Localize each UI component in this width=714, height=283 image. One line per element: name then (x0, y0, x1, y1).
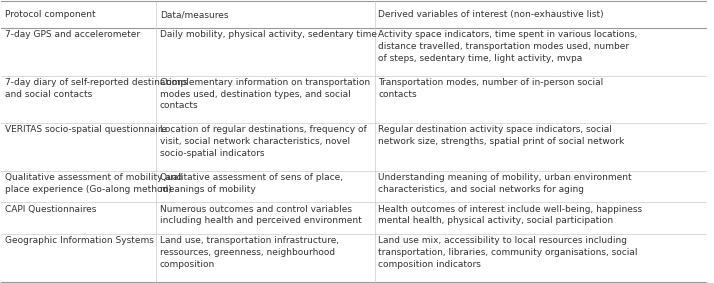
Text: Qualitative assessment of mobility and
place experience (Go-along method): Qualitative assessment of mobility and p… (5, 173, 182, 194)
Text: 7-day GPS and accelerometer: 7-day GPS and accelerometer (5, 30, 140, 39)
Text: Regular destination activity space indicators, social
network size, strengths, s: Regular destination activity space indic… (378, 125, 625, 146)
Text: Land use mix, accessibility to local resources including
transportation, librari: Land use mix, accessibility to local res… (378, 236, 638, 269)
Text: Daily mobility, physical activity, sedentary time: Daily mobility, physical activity, seden… (160, 30, 377, 39)
Text: Qualitative assessment of sens of place,
meanings of mobility: Qualitative assessment of sens of place,… (160, 173, 343, 194)
Text: CAPI Questionnaires: CAPI Questionnaires (5, 205, 96, 214)
Text: Geographic Information Systems: Geographic Information Systems (5, 236, 154, 245)
Text: Protocol component: Protocol component (5, 10, 96, 19)
Text: Activity space indicators, time spent in various locations,
distance travelled, : Activity space indicators, time spent in… (378, 30, 638, 63)
Text: Transportation modes, number of in-person social
contacts: Transportation modes, number of in-perso… (378, 78, 603, 98)
Text: Understanding meaning of mobility, urban environment
characteristics, and social: Understanding meaning of mobility, urban… (378, 173, 632, 194)
Text: VERITAS socio-spatial questionnaire: VERITAS socio-spatial questionnaire (5, 125, 167, 134)
Text: Complementary information on transportation
modes used, destination types, and s: Complementary information on transportat… (160, 78, 370, 110)
Text: 7-day diary of self-reported destinations
and social contacts: 7-day diary of self-reported destination… (5, 78, 187, 98)
Text: Numerous outcomes and control variables
including health and perceived environme: Numerous outcomes and control variables … (160, 205, 361, 225)
Text: Health outcomes of interest include well-being, happiness
mental health, physica: Health outcomes of interest include well… (378, 205, 643, 225)
Text: Derived variables of interest (non-exhaustive list): Derived variables of interest (non-exhau… (378, 10, 604, 19)
Text: Data/measures: Data/measures (160, 10, 228, 19)
Text: Land use, transportation infrastructure,
ressources, greenness, neighbourhood
co: Land use, transportation infrastructure,… (160, 236, 339, 269)
Text: Location of regular destinations, frequency of
visit, social network characteris: Location of regular destinations, freque… (160, 125, 366, 158)
